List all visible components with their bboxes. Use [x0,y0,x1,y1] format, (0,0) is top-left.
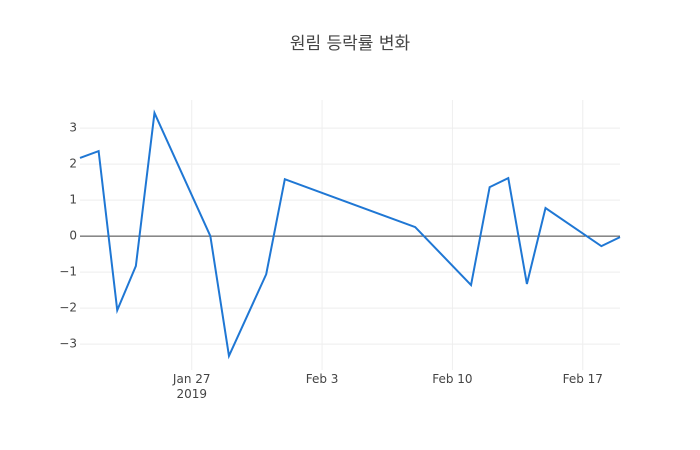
x-tick-label: Feb 10 [432,372,472,386]
y-tick-label: 0 [69,229,77,243]
y-tick-label: 3 [69,121,77,135]
y-tick-label: −2 [59,301,77,315]
x-tick-label: Jan 27 2019 [172,372,211,401]
x-tick-label: Feb 17 [563,372,603,386]
y-tick-label: 2 [69,157,77,171]
data-line [79,109,621,360]
chart-title: 원림 등락률 변화 [290,34,411,54]
x-tick-label: Feb 3 [306,372,339,386]
y-tick-label: −1 [59,265,77,279]
y-tick-label: 1 [69,193,77,207]
y-tick-label: −3 [59,337,77,351]
